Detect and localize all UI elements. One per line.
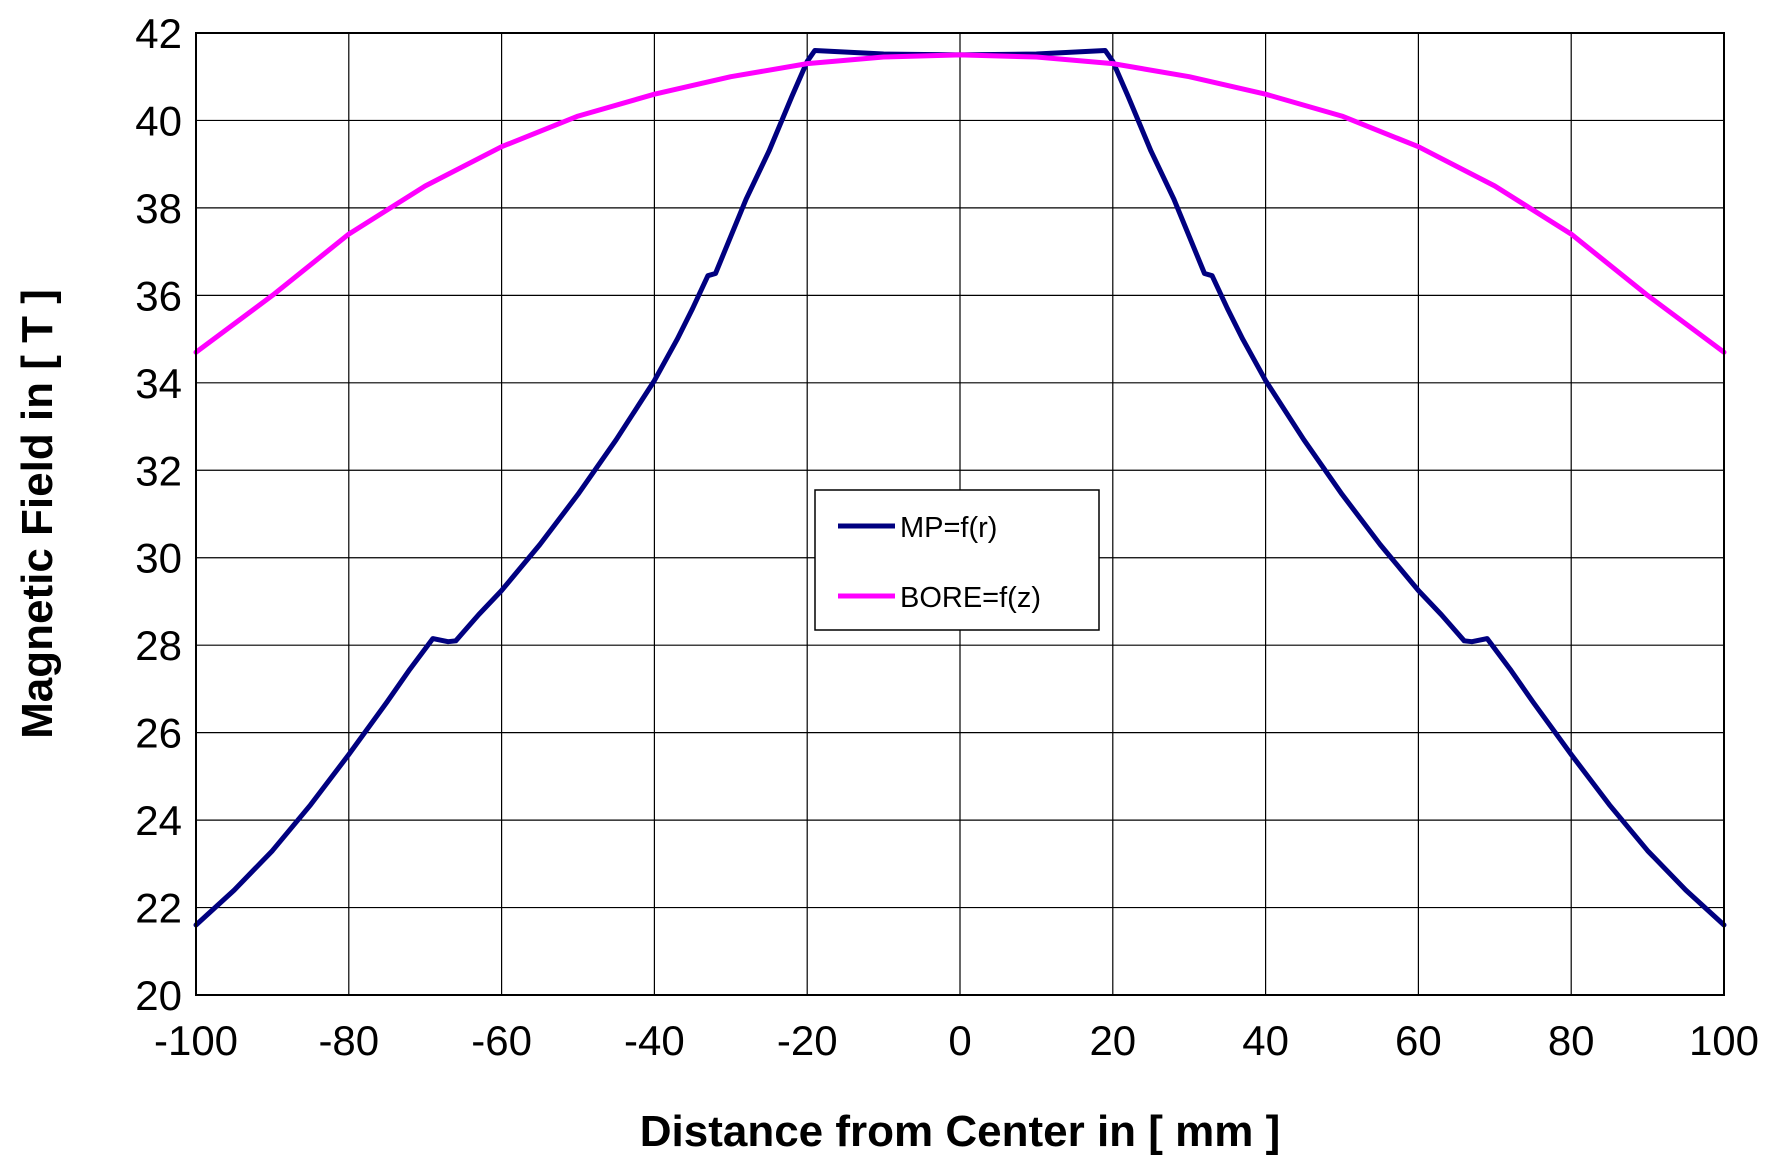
x-tick-label: -60 xyxy=(471,1017,532,1064)
y-tick-label: 26 xyxy=(135,710,182,757)
y-tick-label: 34 xyxy=(135,360,182,407)
series-line-bore xyxy=(193,52,1727,355)
x-tick-label: 60 xyxy=(1395,1017,1442,1064)
x-tick-label: 100 xyxy=(1689,1017,1759,1064)
x-tick-label: 20 xyxy=(1089,1017,1136,1064)
x-axis-title: Distance from Center in [ mm ] xyxy=(640,1107,1281,1156)
x-tick-label: -100 xyxy=(154,1017,238,1064)
series-layer xyxy=(193,48,1727,928)
y-tick-label: 24 xyxy=(135,797,182,844)
legend-box xyxy=(814,489,1100,631)
x-tick-label: -20 xyxy=(777,1017,838,1064)
plot-border xyxy=(195,32,1725,996)
y-tick-label: 20 xyxy=(135,972,182,1019)
y-axis-tick-labels: 20 22 24 26 28 30 32 34 36 38 40 42 xyxy=(135,10,182,1019)
x-tick-label: 0 xyxy=(948,1017,971,1064)
y-tick-label: 40 xyxy=(135,97,182,144)
y-axis-title: Magnetic Field in [ T ] xyxy=(13,289,62,739)
y-tick-label: 32 xyxy=(135,447,182,494)
y-tick-label: 22 xyxy=(135,885,182,932)
x-tick-label: 40 xyxy=(1242,1017,1289,1064)
x-axis-tick-labels: -100 -80 -60 -40 -20 0 20 40 60 80 100 xyxy=(154,1017,1759,1064)
y-tick-label: 38 xyxy=(135,185,182,232)
x-tick-label: 80 xyxy=(1548,1017,1595,1064)
x-tick-label: -40 xyxy=(624,1017,685,1064)
y-tick-label: 30 xyxy=(135,535,182,582)
x-tick-label: -80 xyxy=(318,1017,379,1064)
legend-label-bore: BORE=f(z) xyxy=(900,582,1041,614)
legend: MP=f(r) BORE=f(z) xyxy=(814,489,1100,631)
y-tick-label: 28 xyxy=(135,622,182,669)
y-tick-label: 42 xyxy=(135,10,182,57)
y-tick-label: 36 xyxy=(135,272,182,319)
legend-label-mp: MP=f(r) xyxy=(900,512,997,544)
